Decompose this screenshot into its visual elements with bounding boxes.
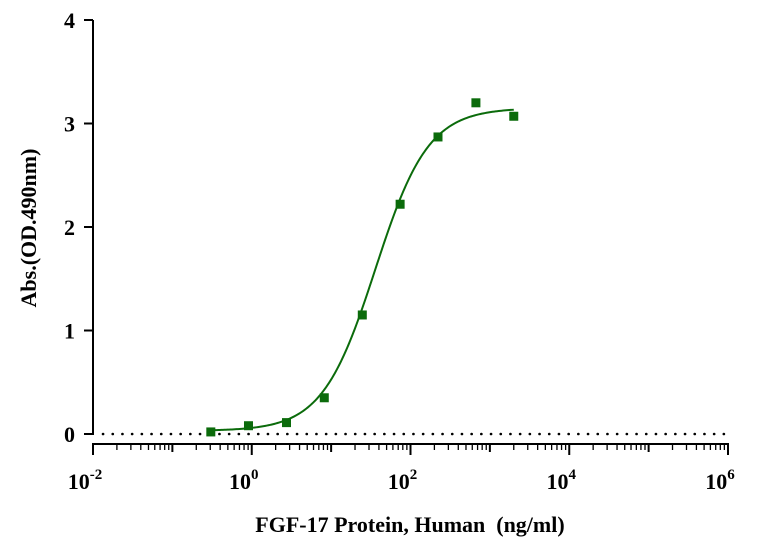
data-point xyxy=(395,199,405,209)
x-tick-label: 102 xyxy=(388,467,418,494)
y-axis-label: Abs.(OD.490nm) xyxy=(16,149,41,308)
plot-area xyxy=(101,98,730,437)
data-point xyxy=(243,421,253,431)
axes xyxy=(92,20,729,445)
y-tick-label: 0 xyxy=(64,422,75,447)
data-point xyxy=(281,418,291,428)
x-tick-base: 10 xyxy=(547,469,569,494)
x-tick-exponent: -2 xyxy=(90,467,103,483)
data-point xyxy=(509,111,519,121)
x-tick-base: 10 xyxy=(388,469,410,494)
data-point xyxy=(319,393,329,403)
data-point xyxy=(471,98,481,108)
data-point xyxy=(357,310,367,320)
y-axis-ticks: 0 1 2 3 4 xyxy=(64,8,93,447)
fit-curve xyxy=(210,108,514,432)
x-tick-label: 104 xyxy=(547,467,577,494)
y-tick-label: 1 xyxy=(64,319,75,344)
x-tick-base: 10 xyxy=(705,469,727,494)
x-axis-label: FGF-17 Protein, Human (ng/ml) xyxy=(255,512,564,537)
x-tick-exponent: 4 xyxy=(569,467,577,483)
x-axis-ticks: 10-2 100 102 104 106 xyxy=(68,444,735,494)
y-tick-label: 3 xyxy=(64,112,75,137)
x-tick-exponent: 6 xyxy=(727,467,735,483)
x-tick-base: 10 xyxy=(68,469,90,494)
y-tick-label: 2 xyxy=(64,215,75,240)
x-tick-label: 10-2 xyxy=(68,467,103,494)
y-tick-label: 4 xyxy=(64,8,75,33)
x-tick-base: 10 xyxy=(229,469,251,494)
x-tick-exponent: 0 xyxy=(251,467,259,483)
x-tick-label: 100 xyxy=(229,467,259,494)
data-point xyxy=(433,132,443,142)
data-point xyxy=(206,427,216,437)
x-tick-exponent: 2 xyxy=(410,467,418,483)
x-tick-label: 106 xyxy=(705,467,735,494)
